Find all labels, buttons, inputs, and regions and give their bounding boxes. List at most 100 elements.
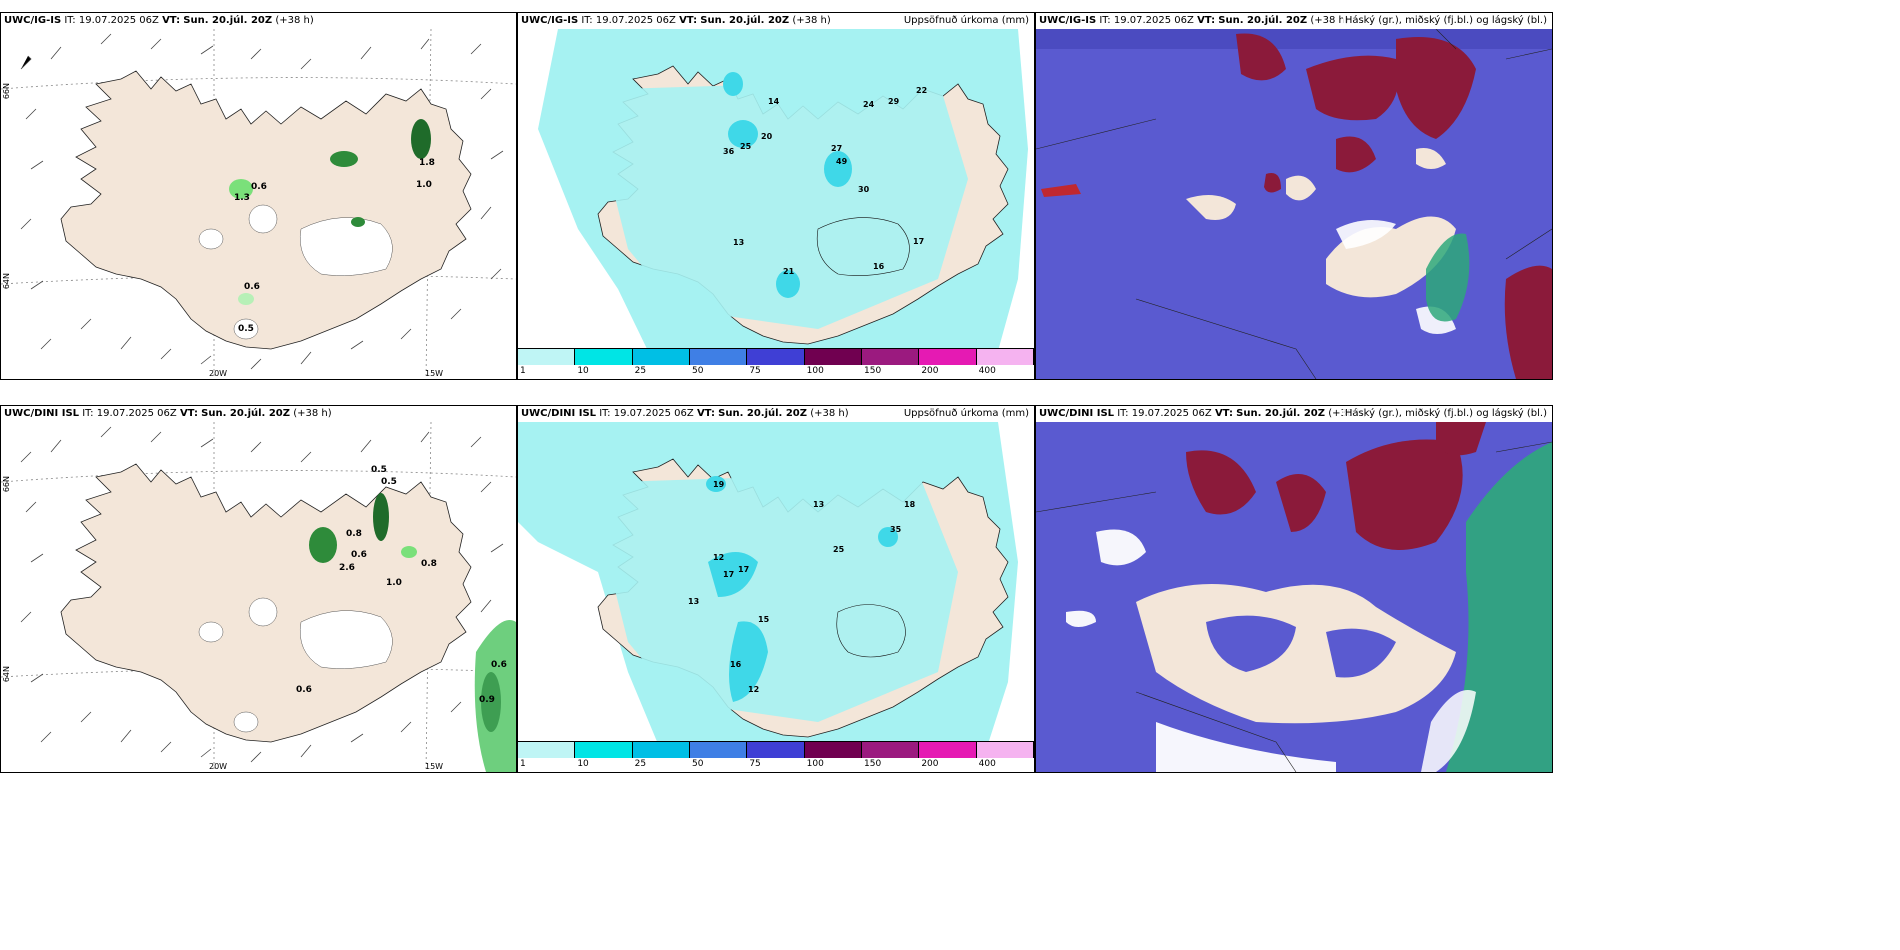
panel-title: UWC/DINI ISL IT: 19.07.2025 06Z VT: Sun.… — [519, 407, 851, 421]
colorbar-swatch — [919, 742, 977, 758]
panel-title: UWC/IG-IS IT: 19.07.2025 06Z VT: Sun. 20… — [1037, 14, 1351, 28]
lon-label: 20W — [209, 762, 228, 771]
value-label: 17 — [723, 570, 734, 579]
value-label: 13 — [688, 597, 699, 606]
colorbar-swatch — [632, 349, 690, 365]
colorbar-label: 25 — [634, 759, 647, 769]
mid-clouds — [1426, 233, 1470, 322]
colorbar-swatch — [518, 742, 576, 758]
colorbar-label: 150 — [864, 759, 882, 769]
precip-labels: 0.5 0.5 0.8 0.6 2.6 1.0 0.8 0.6 0.6 0.9 — [296, 465, 507, 705]
panel-subtitle: Uppsöfnuð úrkoma (mm) — [901, 14, 1031, 28]
value-label: 30 — [858, 185, 870, 194]
value-label: 24 — [863, 100, 875, 109]
colorbar-label: 10 — [577, 366, 589, 376]
value-label: 35 — [890, 525, 902, 534]
colorbar: 1 10 25 50 75 100 150 200 400 — [518, 348, 1034, 379]
lat-label: 64N — [2, 273, 11, 290]
colorbar-swatch — [862, 742, 920, 758]
value-label: 0.8 — [421, 559, 437, 569]
value-label: 17 — [913, 237, 924, 246]
panel-subtitle: Uppsöfnuð úrkoma (mm) — [901, 407, 1031, 421]
value-label: 13 — [733, 238, 744, 247]
high-clouds — [1236, 33, 1552, 379]
mid-clouds — [1446, 442, 1552, 772]
colorbar-swatch — [747, 349, 805, 365]
colorbar-label: 200 — [921, 759, 939, 769]
colorbar-label: 75 — [749, 366, 761, 376]
value-label: 2.6 — [339, 563, 355, 573]
value-label: 0.5 — [371, 465, 387, 475]
value-label: 29 — [888, 97, 900, 106]
precip-maxima — [706, 476, 898, 702]
precip-map: 19 17 17 12 15 16 13 35 25 18 13 12 — [518, 422, 1034, 744]
colorbar-label: 10 — [577, 759, 589, 769]
value-label: 0.5 — [381, 477, 397, 487]
colorbar: 1 10 25 50 75 100 150 200 400 — [518, 741, 1034, 772]
colorbar-label: 50 — [692, 759, 704, 769]
panel-subtitle: Háský (gr.), miðský (fj.bl.) og lágský (… — [1342, 407, 1549, 421]
colorbar-swatch — [804, 742, 862, 758]
value-label: 1.0 — [416, 180, 432, 190]
precip-shading — [309, 493, 516, 772]
value-label: 16 — [873, 262, 885, 271]
precip-labels: 36 25 20 27 49 30 24 29 22 13 21 14 17 1… — [723, 86, 927, 276]
value-label: 17 — [738, 565, 749, 574]
colorbar-label: 200 — [921, 366, 939, 376]
glaciers — [198, 204, 393, 340]
value-label: 15 — [758, 615, 770, 624]
value-label: 16 — [730, 660, 742, 669]
colorbar-label: 50 — [692, 366, 704, 376]
panel-clouds-igis: UWC/IG-IS IT: 19.07.2025 06Z VT: Sun. 20… — [1035, 12, 1553, 380]
panel-title: UWC/DINI ISL IT: 19.07.2025 06Z VT: Sun.… — [1037, 407, 1369, 421]
value-label: 0.6 — [351, 550, 367, 560]
colorbar-label: 400 — [978, 759, 996, 769]
cloud-map — [1036, 422, 1552, 772]
colorbar-swatch — [632, 742, 690, 758]
colorbar-swatch — [862, 349, 920, 365]
high-clouds — [1186, 422, 1486, 550]
lat-label: 66N — [2, 476, 11, 493]
panel-wind-igis: UWC/IG-IS IT: 19.07.2025 06Z VT: Sun. 20… — [0, 12, 517, 380]
lat-label: 64N — [2, 666, 11, 683]
colorbar-swatch — [518, 349, 576, 365]
colorbar-swatch — [747, 742, 805, 758]
wind-map: 0.6 1.3 0.6 0.5 1.0 1.8 — [1, 29, 516, 379]
value-label: 18 — [904, 500, 916, 509]
value-label: 0.6 — [491, 660, 507, 670]
colorbar-label: 75 — [749, 759, 761, 769]
value-label: 49 — [836, 157, 848, 166]
value-label: 0.9 — [479, 695, 495, 705]
lon-label: 15W — [425, 369, 444, 378]
colorbar-swatch — [976, 742, 1034, 758]
panel-title: UWC/IG-IS IT: 19.07.2025 06Z VT: Sun. 20… — [2, 14, 316, 28]
value-label: 14 — [768, 97, 780, 106]
colorbar-swatch — [919, 349, 977, 365]
colorbar-swatch — [690, 349, 748, 365]
colorbar-label: 100 — [806, 366, 824, 376]
panel-subtitle: Háský (gr.), miðský (fj.bl.) og lágský (… — [1342, 14, 1549, 28]
colorbar-swatch — [804, 349, 862, 365]
value-label: 19 — [713, 480, 725, 489]
precip-labels: 0.6 1.3 0.6 0.5 1.0 1.8 — [234, 158, 435, 334]
colorbar-swatch — [690, 742, 748, 758]
panel-clouds-dini: UWC/DINI ISL IT: 19.07.2025 06Z VT: Sun.… — [1035, 405, 1553, 773]
value-label: 12 — [713, 553, 724, 562]
wind-map: 0.5 0.5 0.8 0.6 2.6 1.0 0.8 0.6 0.6 0.9 — [1, 422, 516, 772]
value-label: 0.6 — [296, 685, 312, 695]
cloud-map — [1036, 29, 1552, 379]
colorbar-label: 400 — [978, 366, 996, 376]
panel-wind-dini: UWC/DINI ISL IT: 19.07.2025 06Z VT: Sun.… — [0, 405, 517, 773]
clear-land — [1136, 584, 1456, 724]
panel-title: UWC/DINI ISL IT: 19.07.2025 06Z VT: Sun.… — [2, 407, 334, 421]
precip-map: 36 25 20 27 49 30 24 29 22 13 21 14 17 1… — [518, 29, 1034, 351]
precip-shading — [229, 119, 431, 305]
lon-label: 15W — [425, 762, 444, 771]
value-label: 21 — [783, 267, 795, 276]
colorbar-label: 25 — [634, 366, 647, 376]
value-label: 1.3 — [234, 193, 250, 203]
lon-label: 20W — [209, 369, 228, 378]
value-label: 25 — [833, 545, 845, 554]
value-label: 25 — [740, 142, 752, 151]
value-label: 27 — [831, 144, 842, 153]
